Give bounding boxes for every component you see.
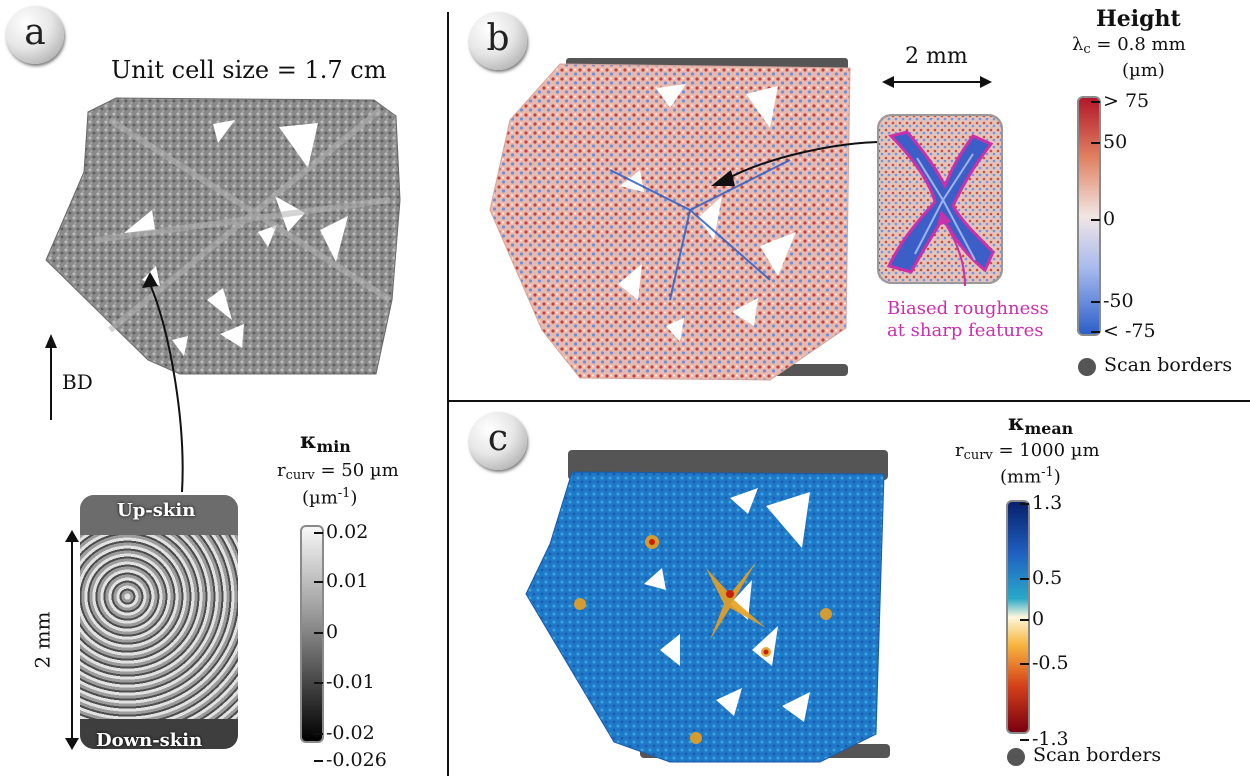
colorbar-a-tick-label: 0.02 [326,521,369,543]
scale-bar-a [65,530,79,750]
unit-cell-size-title: Unit cell size = 1.7 cm [111,56,387,84]
colorbar-c-gradient [1006,500,1030,734]
annotation-line-2: at sharp features [887,320,1044,341]
build-direction-label: BD [62,370,93,394]
colorbar-a-tick-label: -0.01 [326,671,375,693]
inset-micrograph-a [80,495,238,749]
colorbar-b-unit: (µm) [1122,60,1165,81]
scale-bar-b-label: 2 mm [905,44,968,69]
panel-a-badge: a [6,6,64,64]
panel-b-badge: b [469,12,527,70]
colorbar-b-tick-mark [1091,142,1100,144]
scan-borders-dot-b [1078,358,1096,376]
colorbar-c-tick-mark [1020,619,1029,621]
scan-borders-dot-c [1007,748,1025,766]
colorbar-a-gradient [300,525,324,743]
colorbar-c-tick-label: 1.3 [1032,492,1063,514]
annotation-line-1: Biased roughness [887,298,1049,319]
colorbar-a-tick-mark [314,532,323,534]
colorbar-a-tick-mark [314,682,323,684]
colorbar-c-tick-label: -1.3 [1032,728,1069,750]
colorbar-c-tick-label: 0.5 [1032,567,1063,589]
colorbar-a-unit: (µm-1) [302,486,358,509]
colorbar-b-tick-label: > 75 [1103,90,1150,112]
lattice-cell-height-map [489,58,851,381]
inset-pointer-arrow-b [711,141,886,186]
build-direction-arrow [45,334,57,420]
lattice-cell-grey [45,97,401,375]
colorbar-a-tick-label: -0.02 [326,722,375,744]
colorbar-b-tick-label: < -75 [1103,320,1156,342]
colorbar-c-tick-label: -0.5 [1032,652,1069,674]
colorbar-b-tick-label: 50 [1103,131,1128,153]
annotation-arrow-b [937,210,966,287]
horizontal-divider [447,400,1250,402]
panel-c-badge: c [469,412,527,470]
colorbar-c-tick-mark [1020,739,1029,741]
colorbar-a-tick-mark [314,733,323,735]
colorbar-b-tick-label: 0 [1103,208,1116,230]
inset-pointer-arrow [142,272,184,493]
vertical-divider [447,12,449,776]
scale-bar-b [882,76,992,88]
colorbar-b-gradient [1077,96,1101,336]
colorbar-a-title: κmin [300,428,351,456]
colorbar-c-param: rcurv = 1000 µm [955,440,1100,464]
colorbar-c-unit: (mm-1) [1000,465,1061,488]
colorbar-a-tick-label: -0.026 [326,749,387,771]
colorbar-a-tick-label: 0.01 [326,570,369,592]
down-skin-label: Down-skin [96,730,203,751]
inset-zoom-b [877,114,1003,284]
colorbar-a-tick-mark [314,632,323,634]
scale-bar-a-label: 2 mm [30,611,55,669]
colorbar-b-param: λc = 0.8 mm [1072,34,1186,58]
scan-borders-label-c: Scan borders [1033,744,1162,766]
up-skin-label: Up-skin [117,500,196,521]
colorbar-c-tick-mark [1020,503,1029,505]
colorbar-a-tick-label: 0 [326,621,339,643]
colorbar-b-tick-mark [1091,101,1100,103]
lattice-cell-curvature-map [525,450,890,763]
colorbar-b-tick-mark [1091,331,1100,333]
colorbar-a-tick-mark [314,760,323,762]
colorbar-c-tick-mark [1020,578,1029,580]
colorbar-b-tick-label: -50 [1103,290,1134,312]
colorbar-b-tick-mark [1091,219,1100,221]
colorbar-c-title: κmean [1008,410,1074,438]
colorbar-a-tick-mark [314,581,323,583]
colorbar-b-tick-mark [1091,301,1100,303]
scan-borders-label-b: Scan borders [1104,354,1233,376]
colorbar-a-param: rcurv = 50 µm [277,460,399,484]
colorbar-b-title: Height [1096,6,1181,32]
colorbar-c-tick-label: 0 [1032,608,1045,630]
colorbar-c-tick-mark [1020,663,1029,665]
